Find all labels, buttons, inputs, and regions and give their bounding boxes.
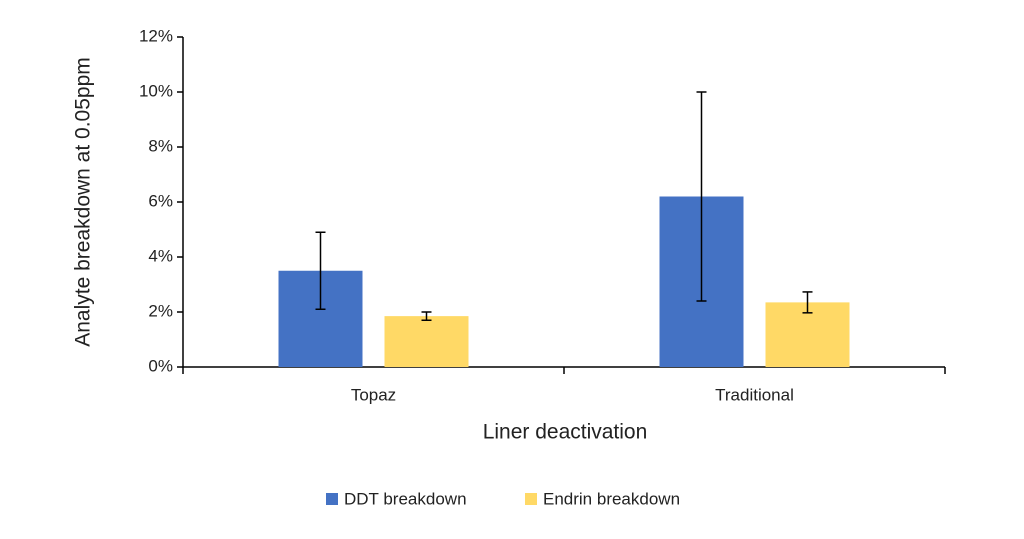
legend-label: DDT breakdown [344,489,467,508]
y-tick-label: 0% [148,356,173,375]
y-tick-label: 2% [148,301,173,320]
x-tick-label: Topaz [351,385,396,404]
y-tick-label: 8% [148,136,173,155]
legend-swatch [525,493,537,505]
x-tick-label: Traditional [715,385,794,404]
legend-swatch [326,493,338,505]
y-tick-label: 4% [148,246,173,265]
bar [384,316,469,367]
y-tick-label: 6% [148,191,173,210]
y-axis-title: Analyte breakdown at 0.05ppm [72,57,95,347]
y-tick-label: 10% [139,81,173,100]
legend-label: Endrin breakdown [543,489,680,508]
x-axis-title: Liner deactivation [483,421,648,444]
y-tick-label: 12% [139,26,173,45]
